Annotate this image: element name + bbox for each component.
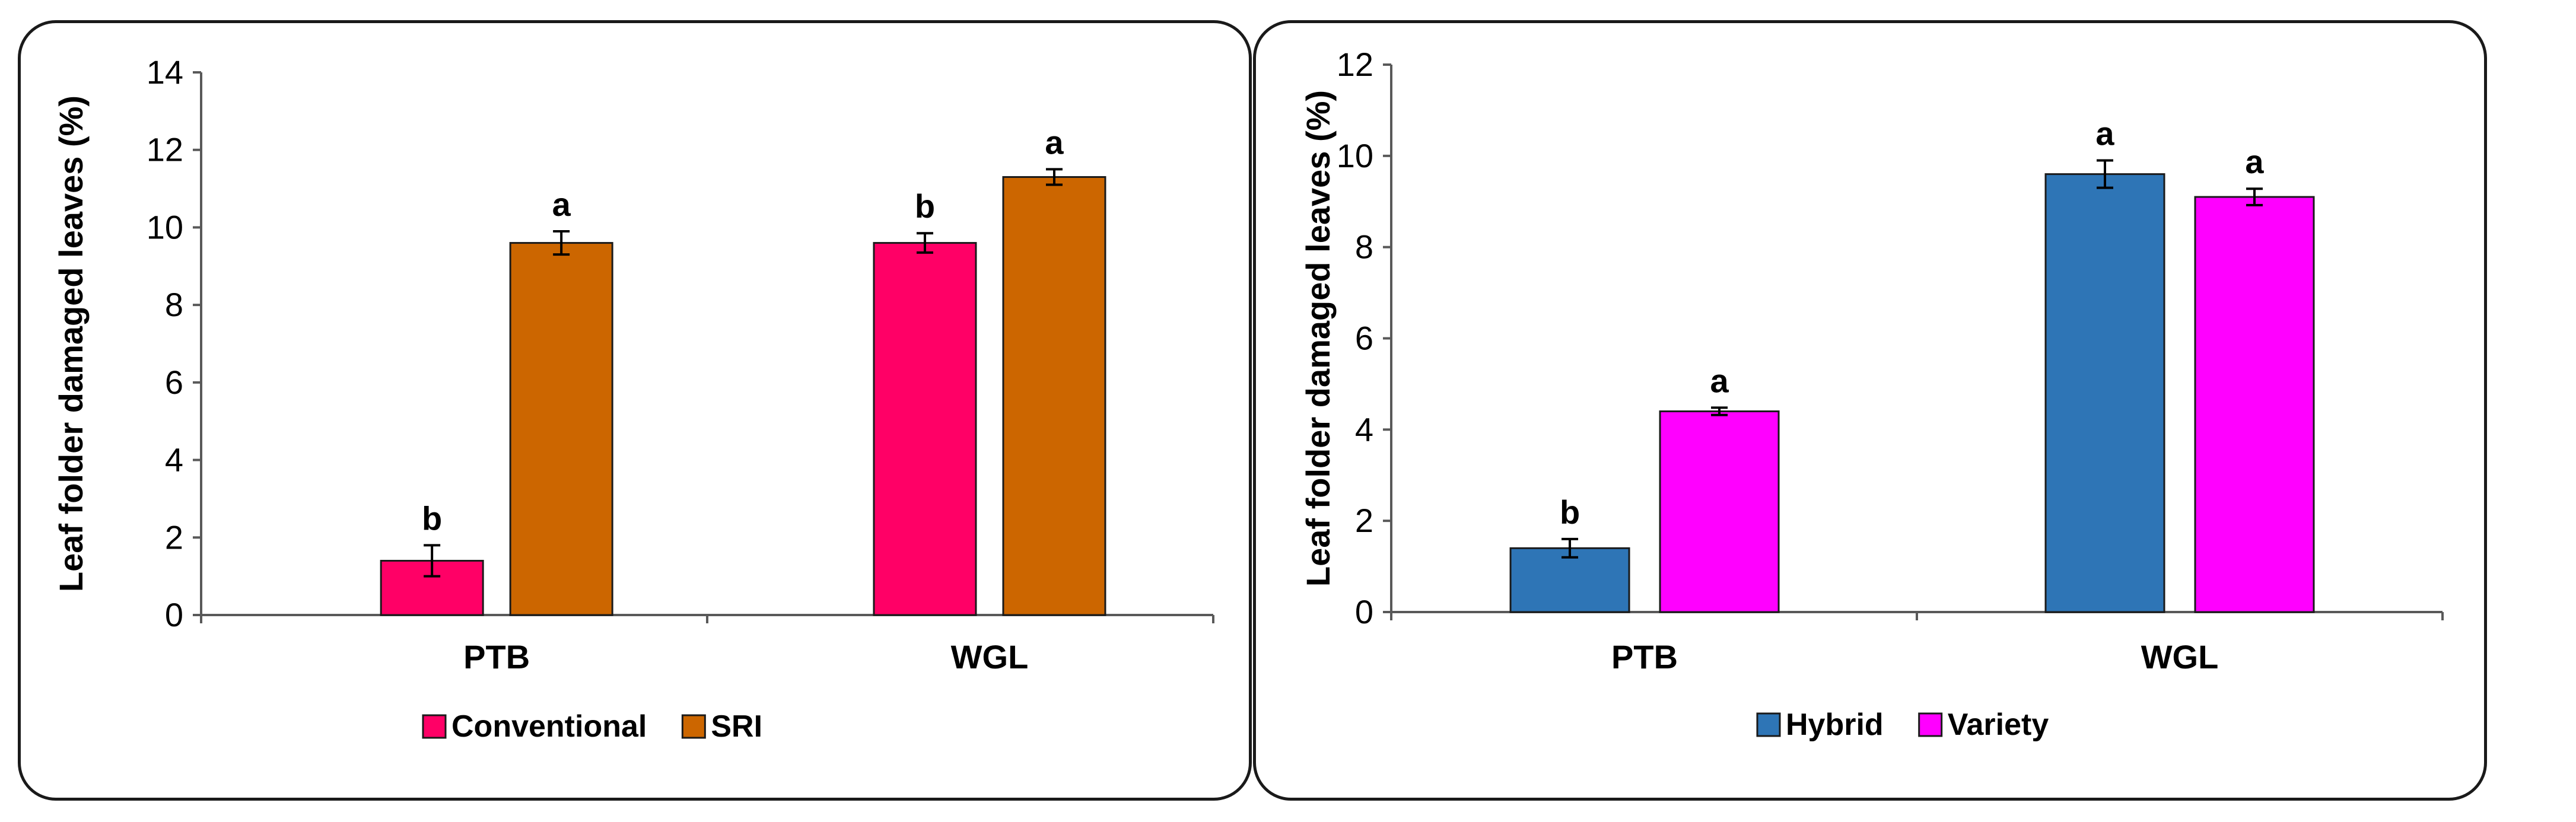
legend-swatch-hybrid bbox=[1756, 712, 1781, 737]
y-tick-label: 8 bbox=[165, 286, 183, 323]
chart-left: 0 2 4 6 8 10 12 14 Leaf folder damaged leaves (%… bbox=[52, 53, 1214, 744]
y-tick-label: 8 bbox=[1355, 228, 1373, 266]
y-axis-label: Leaf folder damaged leaves (%) bbox=[1299, 90, 1337, 587]
bar-variety-ptb bbox=[1659, 410, 1780, 613]
significance-label: a bbox=[1710, 362, 1729, 399]
bar-hybrid-wgl bbox=[2044, 173, 2165, 613]
significance-label: b bbox=[1560, 493, 1580, 531]
x-tick-label: PTB bbox=[463, 638, 530, 676]
y-axis-label: Leaf folder damaged leaves (%) bbox=[52, 95, 90, 592]
y-tick-label: 12 bbox=[1337, 46, 1373, 83]
y-tick-label: 12 bbox=[147, 131, 183, 168]
y-tick-label: 4 bbox=[1355, 410, 1373, 448]
bar-sri-wgl bbox=[1002, 176, 1106, 616]
legend-swatch-variety bbox=[1918, 712, 1943, 737]
legend-label-conventional: Conventional bbox=[451, 709, 647, 744]
y-tick-label: 10 bbox=[147, 208, 183, 246]
y-tick-label: 4 bbox=[165, 441, 183, 479]
legend-swatch-sri bbox=[681, 714, 706, 739]
x-tick-label: WGL bbox=[951, 638, 1029, 676]
bar-conventional-wgl bbox=[873, 242, 977, 616]
legend-swatch-conventional bbox=[422, 714, 447, 739]
y-tick-label: 6 bbox=[1355, 320, 1373, 357]
x-tick-label: WGL bbox=[2141, 638, 2219, 676]
y-tick-label: 2 bbox=[165, 518, 183, 556]
significance-label: a bbox=[552, 186, 571, 223]
y-tick-label: 10 bbox=[1337, 137, 1373, 174]
legend-label-variety: Variety bbox=[1948, 708, 2049, 742]
bar-sri-ptb bbox=[509, 242, 613, 616]
y-tick-label: 14 bbox=[147, 53, 183, 91]
chart-panel-left: 0 2 4 6 8 10 12 14 Leaf folder damaged leaves (%… bbox=[18, 20, 1252, 801]
significance-label: b bbox=[422, 499, 442, 537]
y-tick-label: 0 bbox=[165, 596, 183, 633]
significance-label: b bbox=[915, 187, 935, 225]
bar-conventional-ptb bbox=[380, 560, 484, 616]
y-tick-label: 2 bbox=[1355, 502, 1373, 539]
legend-label-hybrid: Hybrid bbox=[1786, 708, 1884, 742]
bar-variety-wgl bbox=[2194, 196, 2315, 613]
chart-panel-right: 0 2 4 6 8 10 12 Leaf folder damaged leaves (%) b… bbox=[1253, 20, 2487, 801]
significance-label: a bbox=[1045, 123, 1064, 161]
significance-label: a bbox=[2245, 143, 2264, 180]
legend-label-sri: SRI bbox=[711, 709, 762, 744]
significance-label: a bbox=[2095, 115, 2114, 152]
y-tick-label: 0 bbox=[1355, 593, 1373, 630]
y-tick-label: 6 bbox=[165, 364, 183, 401]
x-tick-label: PTB bbox=[1611, 638, 1678, 676]
